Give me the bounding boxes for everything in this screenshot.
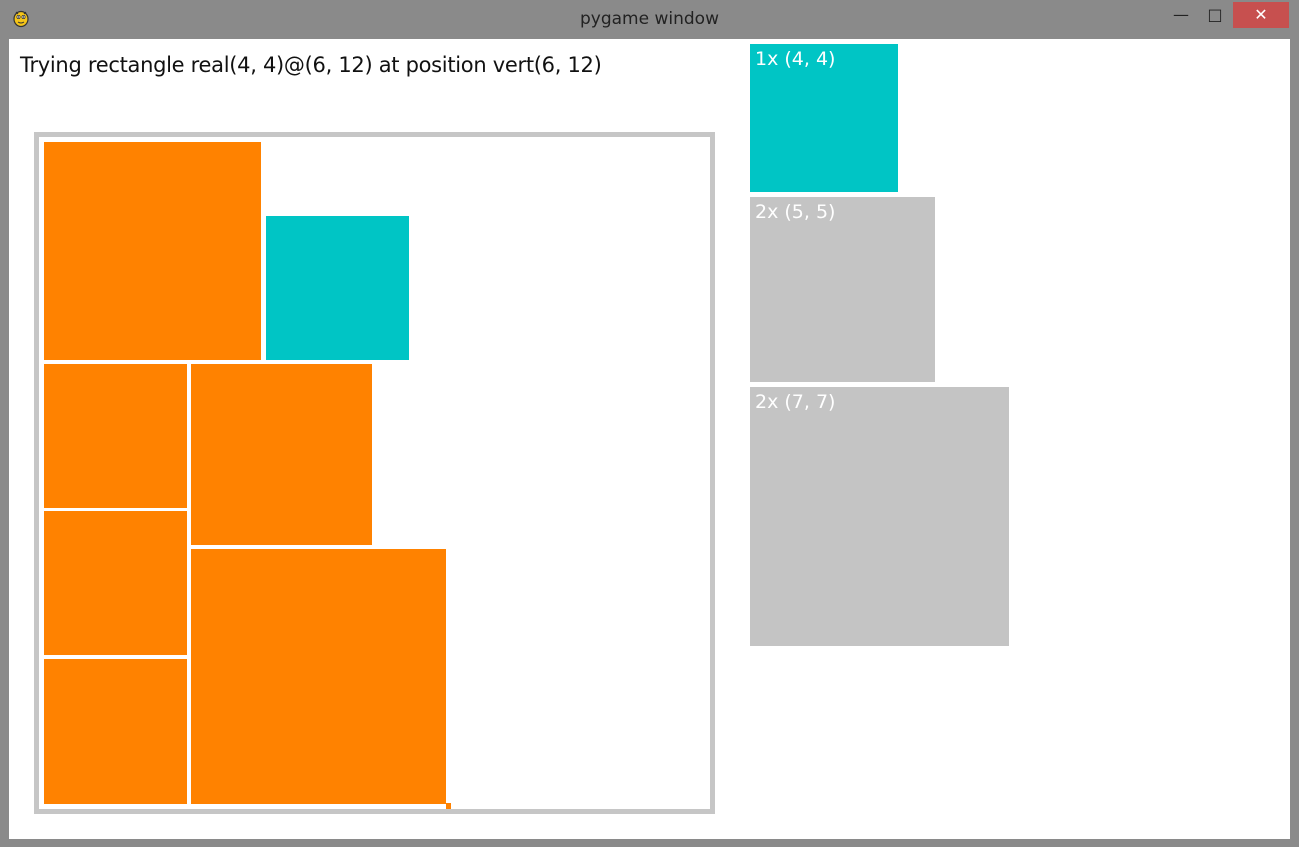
maximize-button[interactable]: □ (1202, 2, 1228, 28)
placed-rectangle (191, 364, 372, 545)
placed-rectangle (44, 142, 261, 360)
placed-rectangle (44, 659, 187, 804)
placed-rectangle (191, 549, 446, 804)
corner-marker (446, 803, 451, 809)
queue-item-label: 2x (7, 7) (755, 391, 836, 413)
maximize-icon: □ (1207, 5, 1223, 24)
close-icon: ✕ (1254, 5, 1268, 24)
placed-rectangle (44, 511, 187, 655)
queue-item-label: 2x (5, 5) (755, 201, 836, 223)
placed-rectangle (44, 364, 187, 508)
packing-board (34, 132, 715, 814)
queue-item-label: 1x (4, 4) (755, 48, 836, 70)
pygame-canvas[interactable]: Trying rectangle real(4, 4)@(6, 12) at p… (9, 39, 1290, 839)
minimize-icon: — (1173, 5, 1189, 24)
minimize-button[interactable]: — (1167, 2, 1195, 28)
candidate-rectangle (266, 216, 409, 360)
pygame-snake-icon (13, 10, 29, 28)
window-title: pygame window (580, 9, 719, 29)
queue-item-candidate: 1x (4, 4) (750, 44, 898, 192)
queue-item-pending: 2x (7, 7) (750, 387, 1009, 646)
title-bar[interactable]: pygame window — □ ✕ (0, 0, 1299, 38)
close-button[interactable]: ✕ (1233, 2, 1289, 28)
status-message: Trying rectangle real(4, 4)@(6, 12) at p… (20, 53, 602, 77)
queue-item-pending: 2x (5, 5) (750, 197, 935, 382)
